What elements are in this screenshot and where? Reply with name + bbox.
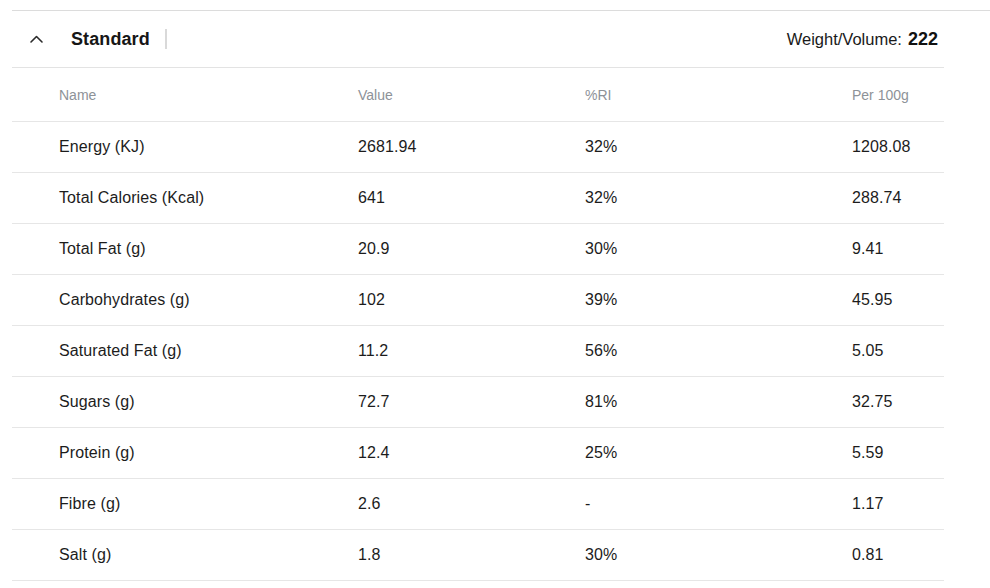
- column-header-ri: %RI: [585, 87, 852, 103]
- cell-name: Protein (g): [59, 444, 358, 462]
- cell-name: Carbohydrates (g): [59, 291, 358, 309]
- cell-name: Total Calories (Kcal): [59, 189, 358, 207]
- cell-per100g: 5.59: [852, 444, 944, 462]
- weight-volume-label: Weight/Volume:: [787, 30, 902, 49]
- cell-ri: 32%: [585, 138, 852, 156]
- weight-volume-value: 222: [908, 29, 938, 50]
- cell-per100g: 0.81: [852, 546, 944, 564]
- cell-name: Total Fat (g): [59, 240, 358, 258]
- collapse-button[interactable]: [28, 31, 45, 48]
- panel-title: Standard: [71, 29, 150, 50]
- title-divider: [165, 29, 167, 49]
- cell-value: 102: [358, 291, 585, 309]
- nutrition-panel: Standard Weight/Volume: 222 Name Value %…: [12, 10, 990, 581]
- table-row: Salt (g) 1.8 30% 0.81: [12, 530, 944, 581]
- table-row: Carbohydrates (g) 102 39% 45.95: [12, 275, 944, 326]
- cell-ri: 39%: [585, 291, 852, 309]
- cell-name: Energy (KJ): [59, 138, 358, 156]
- cell-value: 641: [358, 189, 585, 207]
- cell-ri: 30%: [585, 240, 852, 258]
- column-header-name: Name: [59, 87, 358, 103]
- panel-header: Standard Weight/Volume: 222: [12, 11, 990, 67]
- chevron-up-icon: [28, 31, 45, 48]
- cell-name: Saturated Fat (g): [59, 342, 358, 360]
- cell-per100g: 5.05: [852, 342, 944, 360]
- cell-ri: 25%: [585, 444, 852, 462]
- column-header-value: Value: [358, 87, 585, 103]
- cell-value: 11.2: [358, 342, 585, 360]
- cell-value: 20.9: [358, 240, 585, 258]
- column-header-per100g: Per 100g: [852, 87, 944, 103]
- table-header-row: Name Value %RI Per 100g: [12, 68, 944, 122]
- cell-per100g: 45.95: [852, 291, 944, 309]
- cell-ri: 56%: [585, 342, 852, 360]
- cell-value: 1.8: [358, 546, 585, 564]
- weight-volume: Weight/Volume: 222: [787, 29, 938, 50]
- table-row: Saturated Fat (g) 11.2 56% 5.05: [12, 326, 944, 377]
- table-row: Fibre (g) 2.6 - 1.17: [12, 479, 944, 530]
- cell-name: Fibre (g): [59, 495, 358, 513]
- cell-value: 2681.94: [358, 138, 585, 156]
- table-row: Protein (g) 12.4 25% 5.59: [12, 428, 944, 479]
- table-row: Total Calories (Kcal) 641 32% 288.74: [12, 173, 944, 224]
- cell-name: Sugars (g): [59, 393, 358, 411]
- cell-name: Salt (g): [59, 546, 358, 564]
- cell-per100g: 1208.08: [852, 138, 944, 156]
- cell-ri: -: [585, 495, 852, 513]
- cell-per100g: 32.75: [852, 393, 944, 411]
- table-row: Sugars (g) 72.7 81% 32.75: [12, 377, 944, 428]
- cell-per100g: 288.74: [852, 189, 944, 207]
- nutrition-table: Name Value %RI Per 100g Energy (KJ) 2681…: [12, 67, 944, 581]
- cell-value: 12.4: [358, 444, 585, 462]
- cell-value: 72.7: [358, 393, 585, 411]
- cell-value: 2.6: [358, 495, 585, 513]
- cell-per100g: 9.41: [852, 240, 944, 258]
- cell-ri: 30%: [585, 546, 852, 564]
- cell-per100g: 1.17: [852, 495, 944, 513]
- table-row: Total Fat (g) 20.9 30% 9.41: [12, 224, 944, 275]
- table-row: Energy (KJ) 2681.94 32% 1208.08: [12, 122, 944, 173]
- cell-ri: 32%: [585, 189, 852, 207]
- cell-ri: 81%: [585, 393, 852, 411]
